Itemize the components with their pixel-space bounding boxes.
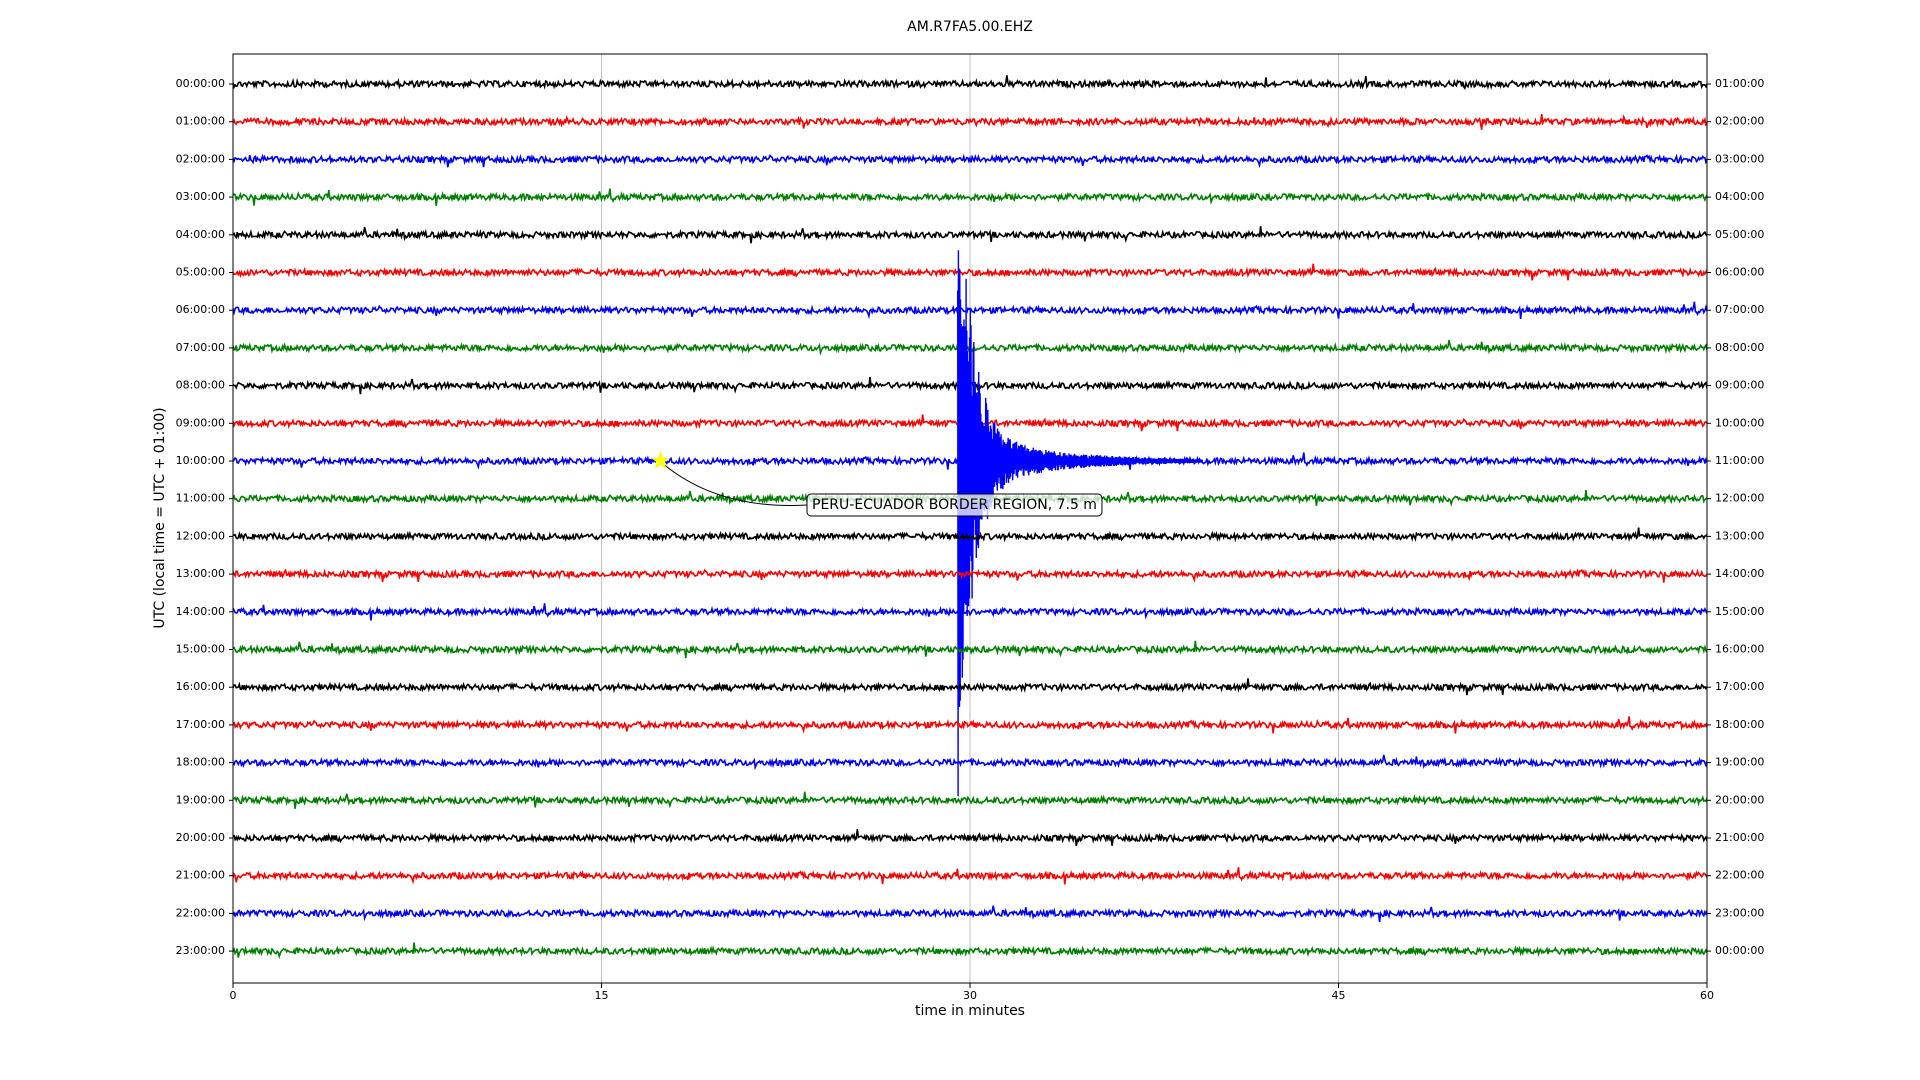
trace bbox=[233, 301, 1707, 320]
trace bbox=[233, 568, 1707, 583]
event-marker bbox=[650, 451, 670, 470]
y-tick-label: 16:00:00 bbox=[176, 680, 225, 693]
y-tick-label: 23:00:00 bbox=[176, 944, 225, 957]
x-tick-label: 30 bbox=[963, 989, 977, 1002]
y2-tick-label: 01:00:00 bbox=[1715, 77, 1764, 90]
y2-tick-label: 07:00:00 bbox=[1715, 303, 1764, 316]
y-tick-label: 14:00:00 bbox=[176, 605, 225, 618]
y-tick-label: 05:00:00 bbox=[176, 266, 225, 279]
y2-tick-label: 18:00:00 bbox=[1715, 718, 1764, 731]
y-axis-label: UTC (local time = UTC + 01:00) bbox=[152, 407, 168, 628]
trace bbox=[233, 678, 1707, 696]
trace bbox=[233, 603, 1707, 621]
y2-tick-label: 22:00:00 bbox=[1715, 869, 1764, 882]
y-tick-label: 07:00:00 bbox=[176, 341, 225, 354]
x-tick-label: 60 bbox=[1700, 989, 1714, 1002]
y2-tick-label: 19:00:00 bbox=[1715, 756, 1764, 769]
y2-tick-label: 03:00:00 bbox=[1715, 152, 1764, 165]
x-tick-label: 45 bbox=[1332, 989, 1346, 1002]
y-tick-label: 09:00:00 bbox=[176, 416, 225, 429]
y-tick-label: 10:00:00 bbox=[176, 454, 225, 467]
y2-tick-label: 17:00:00 bbox=[1715, 680, 1764, 693]
y2-tick-label: 23:00:00 bbox=[1715, 906, 1764, 919]
y-tick-label: 22:00:00 bbox=[176, 906, 225, 919]
chart-title: AM.R7FA5.00.EHZ bbox=[907, 19, 1033, 35]
y-tick-label: 19:00:00 bbox=[176, 793, 225, 806]
y-tick-label: 01:00:00 bbox=[176, 115, 225, 128]
traces bbox=[233, 75, 1707, 960]
y2-tick-label: 04:00:00 bbox=[1715, 190, 1764, 203]
annotation-text: PERU-ECUADOR BORDER REGION, 7.5 m bbox=[812, 497, 1097, 513]
annotation-arrow bbox=[664, 464, 808, 506]
y-tick-label: 04:00:00 bbox=[176, 228, 225, 241]
y2-tick-label: 05:00:00 bbox=[1715, 228, 1764, 241]
y-tick-label: 18:00:00 bbox=[176, 756, 225, 769]
y-tick-label: 17:00:00 bbox=[176, 718, 225, 731]
y2-tick-label: 09:00:00 bbox=[1715, 379, 1764, 392]
trace bbox=[233, 829, 1707, 847]
y2-tick-label: 14:00:00 bbox=[1715, 567, 1764, 580]
y-tick-label: 03:00:00 bbox=[176, 190, 225, 203]
y2-tick-label: 10:00:00 bbox=[1715, 416, 1764, 429]
y2-tick-label: 15:00:00 bbox=[1715, 605, 1764, 618]
y2-tick-label: 16:00:00 bbox=[1715, 643, 1764, 656]
y-tick-label: 11:00:00 bbox=[176, 492, 225, 505]
y2-tick-label: 08:00:00 bbox=[1715, 341, 1764, 354]
y-tick-label: 06:00:00 bbox=[176, 303, 225, 316]
x-axis-label: time in minutes bbox=[915, 1003, 1025, 1019]
y2-tick-label: 12:00:00 bbox=[1715, 492, 1764, 505]
trace bbox=[233, 754, 1707, 771]
y-tick-label: 20:00:00 bbox=[176, 831, 225, 844]
annotation-box bbox=[806, 493, 1103, 517]
trace bbox=[233, 716, 1707, 734]
trace bbox=[233, 153, 1707, 169]
y-tick-label: 15:00:00 bbox=[176, 643, 225, 656]
trace bbox=[233, 75, 1707, 91]
y-tick-label: 00:00:00 bbox=[176, 77, 225, 90]
x-tick-label: 15 bbox=[595, 989, 609, 1002]
y2-tick-label: 06:00:00 bbox=[1715, 266, 1764, 279]
trace bbox=[233, 867, 1707, 885]
y-tick-label: 21:00:00 bbox=[176, 869, 225, 882]
y-tick-label: 02:00:00 bbox=[176, 152, 225, 165]
trace bbox=[233, 226, 1707, 244]
trace bbox=[233, 527, 1707, 543]
y2-tick-label: 20:00:00 bbox=[1715, 793, 1764, 806]
trace bbox=[233, 188, 1707, 206]
event bbox=[957, 250, 1204, 797]
trace bbox=[233, 905, 1707, 923]
y2-tick-label: 21:00:00 bbox=[1715, 831, 1764, 844]
trace bbox=[233, 113, 1707, 130]
plot-frame bbox=[232, 53, 1708, 984]
x-tick-label: 0 bbox=[230, 989, 237, 1002]
y2-tick-label: 02:00:00 bbox=[1715, 115, 1764, 128]
trace bbox=[233, 640, 1707, 659]
y-tick-label: 08:00:00 bbox=[176, 379, 225, 392]
y2-tick-label: 13:00:00 bbox=[1715, 529, 1764, 542]
trace bbox=[233, 942, 1707, 960]
y2-tick-label: 11:00:00 bbox=[1715, 454, 1764, 467]
y-tick-label: 13:00:00 bbox=[176, 567, 225, 580]
y2-tick-label: 00:00:00 bbox=[1715, 944, 1764, 957]
y-tick-label: 12:00:00 bbox=[176, 529, 225, 542]
trace bbox=[233, 263, 1707, 281]
trace bbox=[233, 791, 1707, 809]
